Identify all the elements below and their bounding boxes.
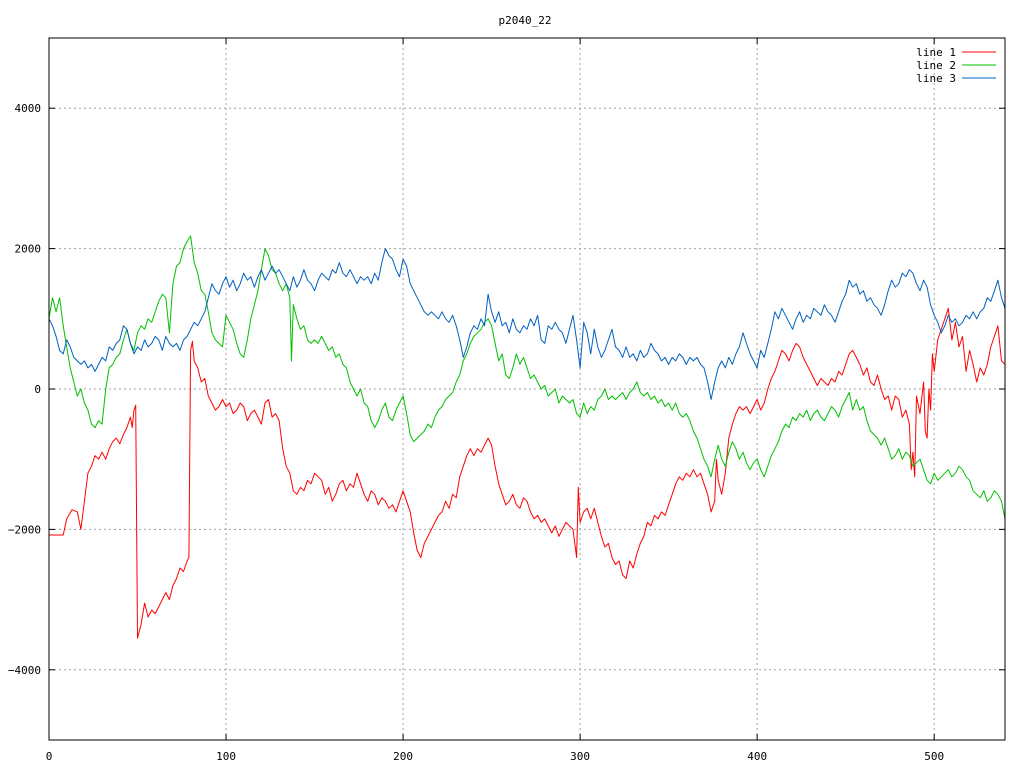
y-tick-label: 2000 — [15, 243, 42, 256]
series-lines — [49, 235, 1005, 639]
x-tick-label: 400 — [747, 750, 767, 763]
y-tick-label: −4000 — [8, 664, 41, 677]
legend-label: line 1 — [916, 46, 956, 59]
axis-ticks: 0 100 200 300 400 500 −4000 −2000 0 2000 4000 — [8, 38, 1005, 763]
y-tick-label: −2000 — [8, 523, 41, 536]
plot-frame — [48, 37, 1006, 741]
x-tick-label: 300 — [570, 750, 590, 763]
x-tick-label: 500 — [924, 750, 944, 763]
gridlines — [49, 38, 1005, 740]
series-line-3 — [49, 248, 1005, 400]
series-line-1 — [49, 307, 1005, 639]
legend-label: line 2 — [916, 59, 956, 72]
series-line-2 — [49, 235, 1005, 519]
y-tick-label: 0 — [34, 383, 41, 396]
chart-title: p2040_22 — [499, 14, 552, 27]
y-tick-label: 4000 — [15, 102, 42, 115]
x-tick-label: 100 — [216, 750, 236, 763]
legend-label: line 3 — [916, 72, 956, 85]
x-tick-label: 200 — [393, 750, 413, 763]
x-tick-label: 0 — [46, 750, 53, 763]
